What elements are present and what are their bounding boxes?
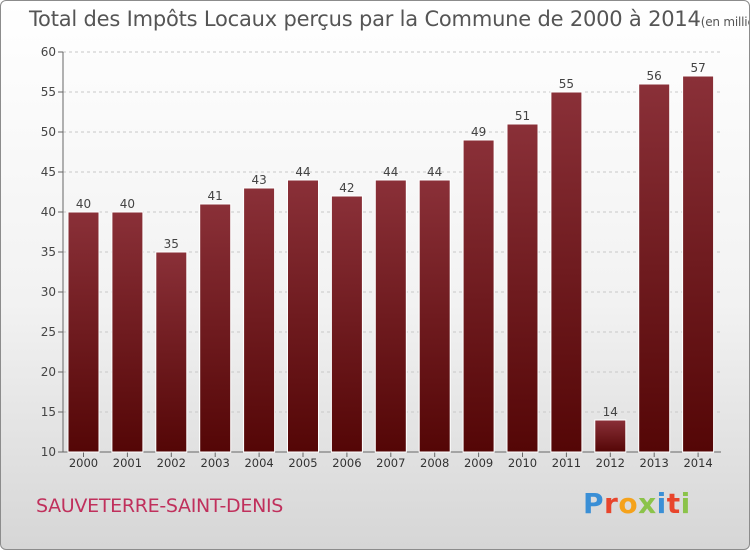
data-label: 43 [251,173,266,187]
bar [67,211,100,453]
bar [594,419,627,453]
logo-letter: i [656,487,667,520]
logo-letter: o [618,487,639,520]
bars [67,75,715,453]
logo-letter: t [666,487,681,520]
bar [330,195,363,453]
data-label: 40 [120,197,135,211]
logo-letter: r [604,487,619,520]
chart-title: Total des Impôts Locaux perçus par la Co… [29,7,749,31]
commune-name: SAUVETERRE-SAINT-DENIS [36,495,284,517]
y-tick-label: 35 [41,245,56,259]
bar [418,179,451,453]
y-tick-label: 30 [41,285,56,299]
logo-letter: i [680,487,691,520]
y-tick-label: 50 [41,125,56,139]
x-tick-label: 2010 [508,456,537,470]
data-label: 44 [383,165,398,179]
data-label: 41 [208,189,223,203]
x-tick-label: 2008 [420,456,449,470]
data-label: 51 [515,109,530,123]
x-tick-label: 2011 [552,456,581,470]
chart-unit: (en milliers d'€) [700,15,749,29]
data-label: 44 [427,165,442,179]
y-tick-label: 60 [41,45,56,59]
bar [111,211,144,453]
y-tick-label: 25 [41,325,56,339]
logo-letter: P [583,487,605,520]
x-tick-label: 2006 [332,456,361,470]
x-tick-label: 2014 [683,456,712,470]
x-tick-label: 2003 [201,456,230,470]
x-tick-label: 2009 [464,456,493,470]
x-tick-label: 2001 [113,456,142,470]
bar [243,187,276,453]
y-tick-label: 10 [41,445,56,459]
x-tick-label: 2013 [640,456,669,470]
logo-letter: x [638,487,657,520]
y-tick-label: 45 [41,165,56,179]
x-tick-label: 2000 [69,456,98,470]
bar [155,251,188,453]
data-label: 44 [295,165,310,179]
proxiti-logo: Proxiti [583,487,691,520]
bar [374,179,407,453]
x-tick-label: 2002 [157,456,186,470]
x-tick-label: 2012 [596,456,625,470]
data-label: 40 [76,197,91,211]
x-tick-label: 2007 [376,456,405,470]
bar [550,91,583,453]
data-label: 55 [559,77,574,91]
y-tick-label: 55 [41,85,56,99]
x-tick-label: 2004 [244,456,273,470]
y-tick-label: 20 [41,365,56,379]
data-label: 49 [471,125,486,139]
data-label: 56 [647,69,662,83]
y-tick-labels: 10 15 20 25 30 35 40 45 50 55 60 [41,45,56,459]
bar [199,203,232,453]
bar [638,83,671,453]
x-tick-label: 2005 [288,456,317,470]
chart-title-text: Total des Impôts Locaux perçus par la Co… [29,7,701,31]
data-labels: 40 40 35 41 43 44 42 44 44 49 51 55 14 56 57 [76,61,706,419]
bar [506,123,539,453]
data-label: 35 [164,237,179,251]
data-label: 14 [603,405,618,419]
y-tick-label: 40 [41,205,56,219]
data-label: 42 [339,181,354,195]
bar [287,179,319,453]
bar [682,75,715,453]
y-tick-label: 15 [41,405,56,419]
x-tick-labels: 2000 2001 2002 2003 2004 2005 2006 2007 2008 2009… [69,456,713,470]
data-label: 57 [690,61,705,75]
bar [462,139,495,453]
